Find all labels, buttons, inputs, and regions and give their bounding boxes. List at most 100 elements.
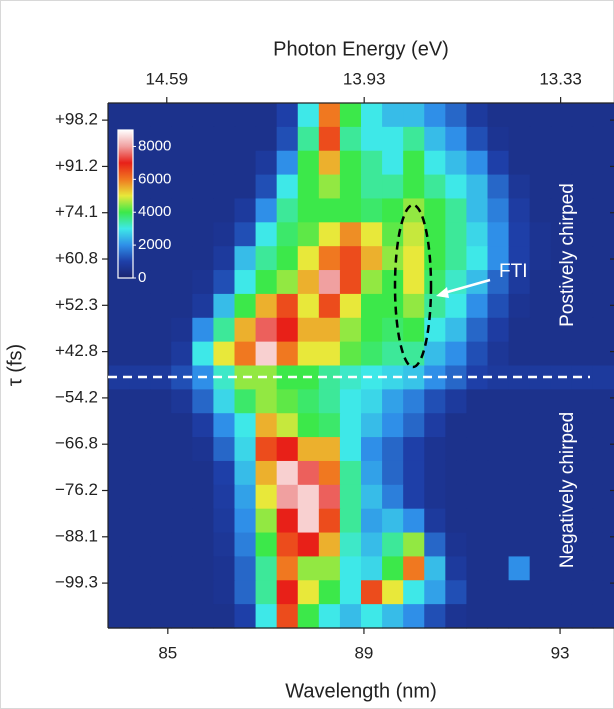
colorbar: 0 2000 4000 6000 8000 bbox=[117, 129, 171, 286]
cell bbox=[571, 174, 594, 200]
cell bbox=[592, 293, 614, 319]
colorbar-tick-label: 6000 bbox=[138, 170, 171, 187]
cell bbox=[550, 341, 573, 367]
cell bbox=[403, 222, 425, 247]
cell bbox=[550, 484, 573, 510]
cell bbox=[192, 389, 215, 414]
cell bbox=[445, 556, 468, 581]
cell bbox=[571, 460, 594, 486]
cell bbox=[234, 174, 257, 200]
cell bbox=[129, 532, 151, 558]
cell bbox=[318, 484, 341, 510]
cell bbox=[529, 150, 552, 176]
cell bbox=[487, 484, 510, 510]
cell bbox=[276, 389, 299, 414]
cell bbox=[466, 222, 489, 247]
cell bbox=[276, 150, 299, 176]
cell bbox=[318, 556, 341, 581]
cell bbox=[318, 580, 341, 605]
cell bbox=[361, 341, 383, 367]
cell bbox=[192, 150, 215, 176]
cell bbox=[255, 270, 278, 295]
cell bbox=[276, 508, 299, 534]
cell bbox=[318, 413, 341, 438]
cell bbox=[508, 341, 531, 367]
cell bbox=[508, 317, 531, 343]
cell bbox=[529, 365, 552, 390]
cell bbox=[487, 532, 510, 558]
cell bbox=[150, 246, 172, 271]
cell bbox=[297, 484, 320, 510]
y-tick-label: −66.8 bbox=[55, 434, 98, 453]
cell bbox=[255, 460, 278, 486]
cell bbox=[403, 437, 425, 462]
cell bbox=[339, 198, 362, 223]
cell bbox=[529, 174, 552, 200]
cell bbox=[382, 365, 404, 390]
cell bbox=[339, 341, 362, 367]
cell bbox=[382, 174, 404, 200]
cell bbox=[234, 604, 257, 629]
cell bbox=[361, 198, 383, 223]
y-tick-label: −54.2 bbox=[55, 387, 98, 406]
cell bbox=[571, 270, 594, 295]
cell bbox=[171, 126, 193, 152]
cell bbox=[213, 508, 236, 534]
cell bbox=[424, 484, 446, 510]
cell bbox=[297, 532, 320, 558]
cell bbox=[424, 580, 446, 605]
cell bbox=[339, 413, 362, 438]
cell bbox=[150, 174, 172, 200]
cell bbox=[213, 270, 236, 295]
cell bbox=[361, 150, 383, 176]
cell bbox=[592, 270, 614, 295]
cell bbox=[592, 341, 614, 367]
cell bbox=[592, 365, 614, 390]
cell bbox=[550, 389, 573, 414]
cell bbox=[424, 365, 446, 390]
cell bbox=[150, 556, 172, 581]
cell bbox=[550, 198, 573, 223]
cell bbox=[234, 413, 257, 438]
cell bbox=[339, 484, 362, 510]
cell bbox=[108, 484, 130, 510]
colorbar-tick-label: 4000 bbox=[138, 203, 171, 220]
cell bbox=[318, 150, 341, 176]
cell bbox=[108, 341, 130, 367]
cell bbox=[318, 270, 341, 295]
cell bbox=[361, 222, 383, 247]
cell bbox=[592, 413, 614, 438]
cell bbox=[361, 604, 383, 629]
cell bbox=[129, 341, 151, 367]
cell bbox=[466, 389, 489, 414]
cell bbox=[487, 580, 510, 605]
cell bbox=[361, 556, 383, 581]
cell bbox=[508, 556, 531, 581]
cell bbox=[403, 198, 425, 223]
cell bbox=[129, 246, 151, 271]
cell bbox=[234, 389, 257, 414]
cell bbox=[466, 365, 489, 390]
cell bbox=[276, 413, 299, 438]
cell bbox=[403, 604, 425, 629]
cell bbox=[213, 556, 236, 581]
cell bbox=[234, 293, 257, 319]
cell bbox=[192, 437, 215, 462]
cell bbox=[234, 532, 257, 558]
cell bbox=[361, 270, 383, 295]
cell bbox=[255, 103, 278, 128]
cell bbox=[129, 270, 151, 295]
cell bbox=[445, 413, 468, 438]
cell bbox=[529, 293, 552, 319]
colorbar-bar bbox=[117, 129, 134, 279]
cell bbox=[382, 532, 404, 558]
cell bbox=[403, 413, 425, 438]
cell bbox=[213, 150, 236, 176]
cell bbox=[318, 460, 341, 486]
cell bbox=[508, 222, 531, 247]
cell bbox=[550, 174, 573, 200]
cell bbox=[129, 389, 151, 414]
cell bbox=[276, 460, 299, 486]
x-tick-label: 93 bbox=[551, 643, 570, 662]
cell bbox=[508, 246, 531, 271]
